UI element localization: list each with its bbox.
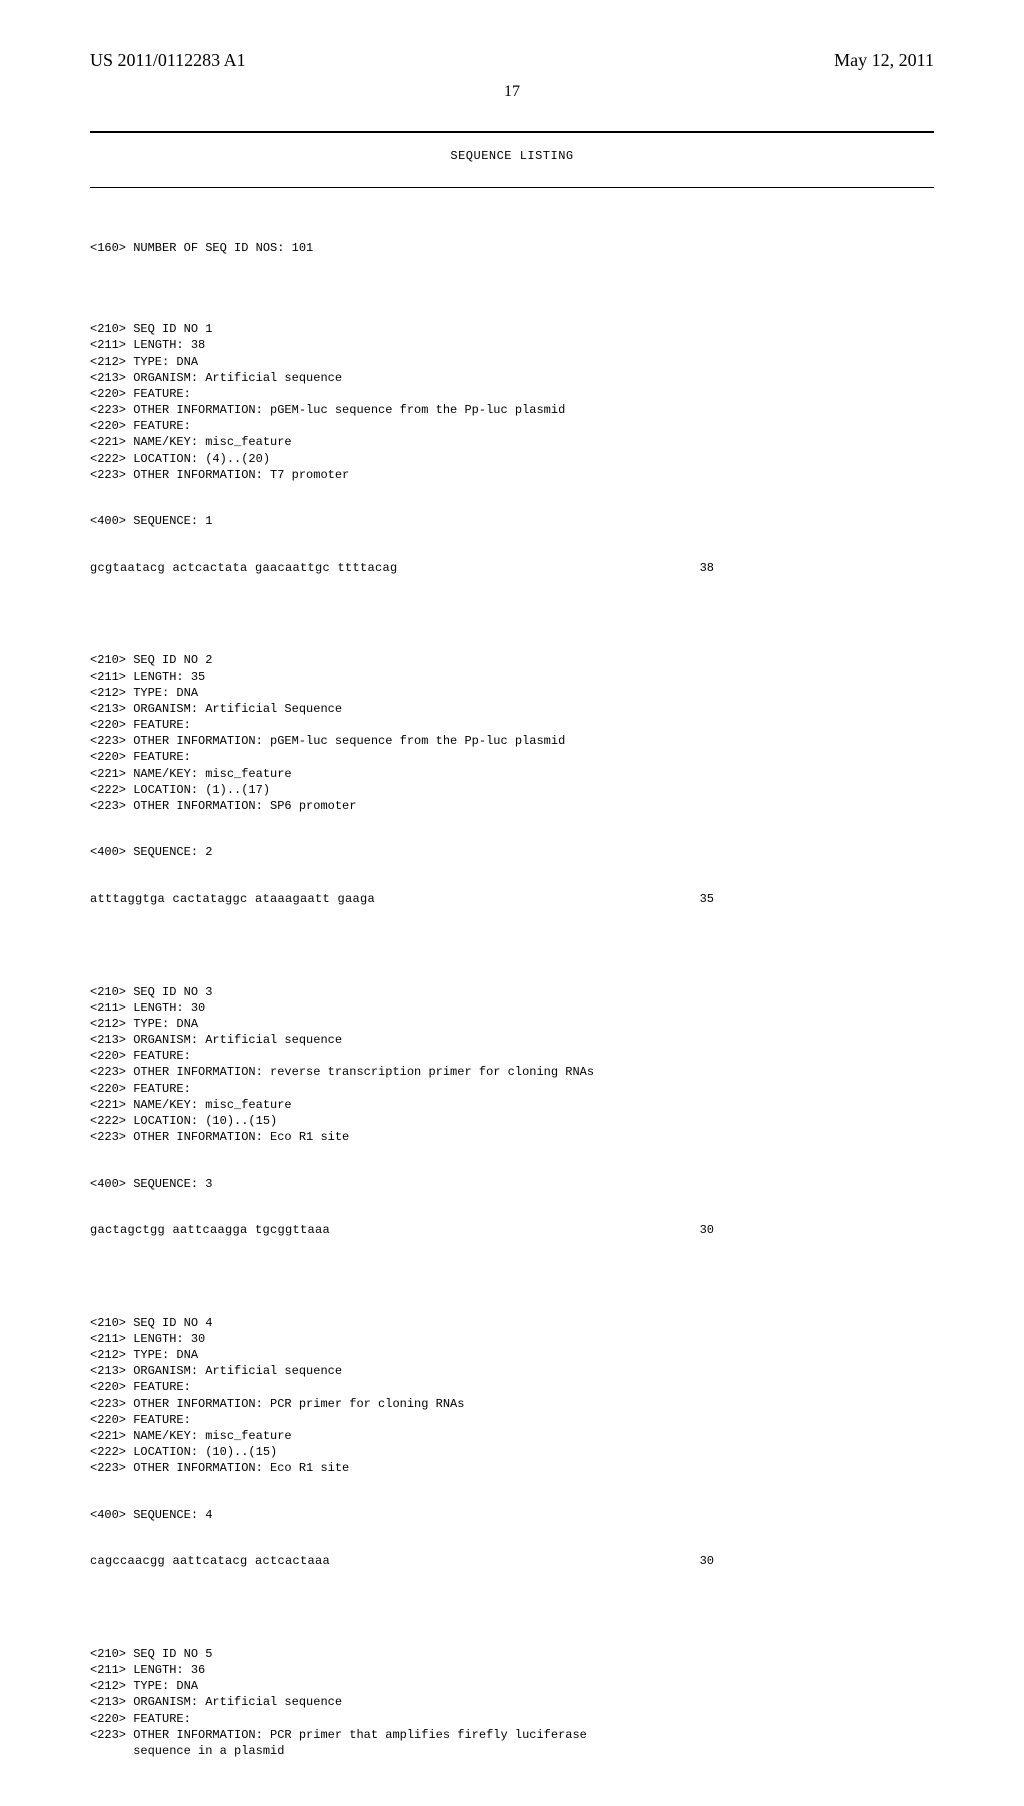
seq-entry-4-label: <400> SEQUENCE: 4 bbox=[90, 1507, 934, 1523]
seq-text: atttaggtga cactataggc ataaagaatt gaaga bbox=[90, 891, 375, 907]
seq-entry-4-sequence: cagccaacgg aattcatacg actcactaaa 30 bbox=[90, 1553, 934, 1569]
seq-meta-line: <223> OTHER INFORMATION: pGEM-luc sequen… bbox=[90, 734, 565, 748]
seq-meta-line: <222> LOCATION: (1)..(17) bbox=[90, 783, 270, 797]
seq-text: gcgtaatacg actcactata gaacaattgc ttttaca… bbox=[90, 560, 398, 576]
seq-meta-line: <211> LENGTH: 36 bbox=[90, 1663, 205, 1677]
seq-meta-line: <213> ORGANISM: Artificial Sequence bbox=[90, 702, 342, 716]
sequence-listing-title: SEQUENCE LISTING bbox=[90, 149, 934, 163]
seq-entry-3-meta: <210> SEQ ID NO 3 <211> LENGTH: 30 <212>… bbox=[90, 984, 934, 1146]
seq-meta-line: <221> NAME/KEY: misc_feature bbox=[90, 1429, 292, 1443]
seq-meta-line: <210> SEQ ID NO 2 bbox=[90, 653, 212, 667]
seq-count-line: <160> NUMBER OF SEQ ID NOS: 101 bbox=[90, 240, 934, 256]
seq-meta-line: <221> NAME/KEY: misc_feature bbox=[90, 1098, 292, 1112]
seq-meta-line: <211> LENGTH: 30 bbox=[90, 1332, 205, 1346]
seq-entry-5-meta: <210> SEQ ID NO 5 <211> LENGTH: 36 <212>… bbox=[90, 1646, 934, 1759]
seq-meta-line: <210> SEQ ID NO 1 bbox=[90, 322, 212, 336]
seq-meta-line: sequence in a plasmid bbox=[90, 1744, 284, 1758]
divider-top bbox=[90, 131, 934, 133]
seq-meta-line: <220> FEATURE: bbox=[90, 1712, 191, 1726]
seq-meta-line: <223> OTHER INFORMATION: reverse transcr… bbox=[90, 1065, 594, 1079]
seq-meta-line: <220> FEATURE: bbox=[90, 1413, 191, 1427]
page-header: US 2011/0112283 A1 May 12, 2011 bbox=[90, 50, 934, 71]
seq-entry-1-meta: <210> SEQ ID NO 1 <211> LENGTH: 38 <212>… bbox=[90, 321, 934, 483]
seq-entry-2-label: <400> SEQUENCE: 2 bbox=[90, 844, 934, 860]
seq-meta-line: <222> LOCATION: (10)..(15) bbox=[90, 1445, 277, 1459]
seq-length: 30 bbox=[700, 1222, 714, 1238]
seq-meta-line: <211> LENGTH: 35 bbox=[90, 670, 205, 684]
seq-text: cagccaacgg aattcatacg actcactaaa bbox=[90, 1553, 330, 1569]
seq-entry-2-sequence: atttaggtga cactataggc ataaagaatt gaaga 35 bbox=[90, 891, 934, 907]
seq-length: 38 bbox=[700, 560, 714, 576]
seq-meta-line: <212> TYPE: DNA bbox=[90, 355, 198, 369]
seq-meta-line: <223> OTHER INFORMATION: pGEM-luc sequen… bbox=[90, 403, 565, 417]
seq-meta-line: <210> SEQ ID NO 3 bbox=[90, 985, 212, 999]
seq-meta-line: <221> NAME/KEY: misc_feature bbox=[90, 767, 292, 781]
seq-meta-line: <223> OTHER INFORMATION: T7 promoter bbox=[90, 468, 349, 482]
seq-meta-line: <213> ORGANISM: Artificial sequence bbox=[90, 1695, 342, 1709]
seq-meta-line: <220> FEATURE: bbox=[90, 1380, 191, 1394]
seq-meta-line: <220> FEATURE: bbox=[90, 1082, 191, 1096]
seq-length: 30 bbox=[700, 1553, 714, 1569]
seq-entry-1-sequence: gcgtaatacg actcactata gaacaattgc ttttaca… bbox=[90, 560, 934, 576]
seq-meta-line: <212> TYPE: DNA bbox=[90, 1679, 198, 1693]
seq-meta-line: <223> OTHER INFORMATION: Eco R1 site bbox=[90, 1461, 349, 1475]
page-number: 17 bbox=[90, 83, 934, 101]
sequence-listing-body: <160> NUMBER OF SEQ ID NOS: 101 <210> SE… bbox=[90, 208, 934, 1806]
seq-meta-line: <221> NAME/KEY: misc_feature bbox=[90, 435, 292, 449]
seq-meta-line: <213> ORGANISM: Artificial sequence bbox=[90, 1364, 342, 1378]
seq-meta-line: <211> LENGTH: 38 bbox=[90, 338, 205, 352]
seq-meta-line: <220> FEATURE: bbox=[90, 387, 191, 401]
seq-meta-line: <223> OTHER INFORMATION: PCR primer for … bbox=[90, 1397, 464, 1411]
publication-number: US 2011/0112283 A1 bbox=[90, 50, 246, 71]
seq-meta-line: <220> FEATURE: bbox=[90, 718, 191, 732]
seq-meta-line: <220> FEATURE: bbox=[90, 1049, 191, 1063]
seq-meta-line: <223> OTHER INFORMATION: Eco R1 site bbox=[90, 1130, 349, 1144]
seq-meta-line: <212> TYPE: DNA bbox=[90, 686, 198, 700]
seq-entry-3-label: <400> SEQUENCE: 3 bbox=[90, 1176, 934, 1192]
seq-meta-line: <222> LOCATION: (10)..(15) bbox=[90, 1114, 277, 1128]
seq-meta-line: <213> ORGANISM: Artificial sequence bbox=[90, 371, 342, 385]
divider-thin bbox=[90, 187, 934, 188]
seq-meta-line: <212> TYPE: DNA bbox=[90, 1348, 198, 1362]
seq-meta-line: <210> SEQ ID NO 4 bbox=[90, 1316, 212, 1330]
seq-meta-line: <222> LOCATION: (4)..(20) bbox=[90, 452, 270, 466]
seq-meta-line: <211> LENGTH: 30 bbox=[90, 1001, 205, 1015]
seq-text: gactagctgg aattcaagga tgcggttaaa bbox=[90, 1222, 330, 1238]
publication-date: May 12, 2011 bbox=[834, 50, 934, 71]
seq-meta-line: <223> OTHER INFORMATION: SP6 promoter bbox=[90, 799, 356, 813]
seq-meta-line: <220> FEATURE: bbox=[90, 419, 191, 433]
seq-meta-line: <212> TYPE: DNA bbox=[90, 1017, 198, 1031]
seq-entry-2-meta: <210> SEQ ID NO 2 <211> LENGTH: 35 <212>… bbox=[90, 652, 934, 814]
seq-length: 35 bbox=[700, 891, 714, 907]
seq-entry-4-meta: <210> SEQ ID NO 4 <211> LENGTH: 30 <212>… bbox=[90, 1315, 934, 1477]
seq-meta-line: <213> ORGANISM: Artificial sequence bbox=[90, 1033, 342, 1047]
seq-meta-line: <210> SEQ ID NO 5 bbox=[90, 1647, 212, 1661]
seq-meta-line: <220> FEATURE: bbox=[90, 750, 191, 764]
seq-entry-1-label: <400> SEQUENCE: 1 bbox=[90, 513, 934, 529]
seq-entry-3-sequence: gactagctgg aattcaagga tgcggttaaa 30 bbox=[90, 1222, 934, 1238]
seq-meta-line: <223> OTHER INFORMATION: PCR primer that… bbox=[90, 1728, 587, 1742]
